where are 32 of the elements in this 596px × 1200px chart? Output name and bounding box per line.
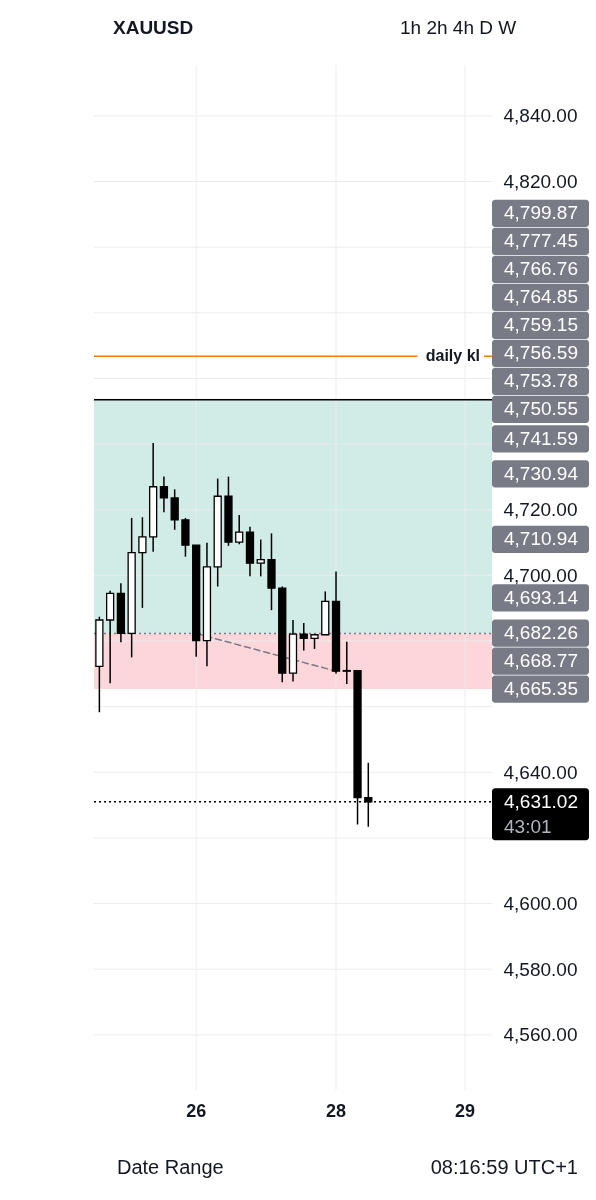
y-tick-label: 4,600.00 [503, 893, 578, 915]
text: 4,741.59 [504, 427, 578, 449]
y-tick-label: 4,700.00 [503, 564, 578, 586]
text: 4,693.14 [504, 586, 579, 608]
text: 4,668.77 [504, 650, 578, 672]
ref-line-label: 4,631.02 43:01 [504, 790, 578, 837]
text: 4,766.76 [504, 258, 578, 280]
y-tick-label: 4,580.00 [503, 958, 578, 980]
text: 4,764.85 [504, 286, 578, 308]
text: 4,756.59 [504, 342, 578, 364]
text: 4,759.15 [504, 314, 578, 336]
annotation: daily kl [425, 347, 480, 365]
ref-line-label: 4,682.26 [504, 622, 578, 644]
y-tick-label: 4,640.00 [503, 761, 578, 783]
x-tick-label: 26 [186, 1100, 207, 1121]
text: 4,710.94 [504, 528, 579, 550]
text: 4,753.78 [504, 370, 578, 392]
chart-subtitle: 1h 2h 4h D W [400, 17, 517, 38]
y-tick-label: 4,560.00 [503, 1024, 578, 1046]
text: 4,665.35 [504, 678, 578, 700]
text: 4,799.87 [504, 202, 578, 224]
chart-title: XAUUSD [113, 17, 194, 38]
text: 4,730.94 [504, 462, 579, 484]
text: 4,777.45 [504, 230, 578, 252]
text: Date Range [117, 1156, 224, 1178]
y-tick-label: 4,820.00 [503, 171, 578, 193]
y-tick-label: 4,720.00 [503, 499, 578, 521]
y-tick-label: 4,840.00 [503, 105, 578, 127]
x-tick-label: 28 [326, 1100, 347, 1121]
x-tick-label: 29 [455, 1100, 476, 1121]
text: 4,750.55 [504, 398, 578, 420]
text: 08:16:59 UTC+1 [430, 1156, 578, 1178]
